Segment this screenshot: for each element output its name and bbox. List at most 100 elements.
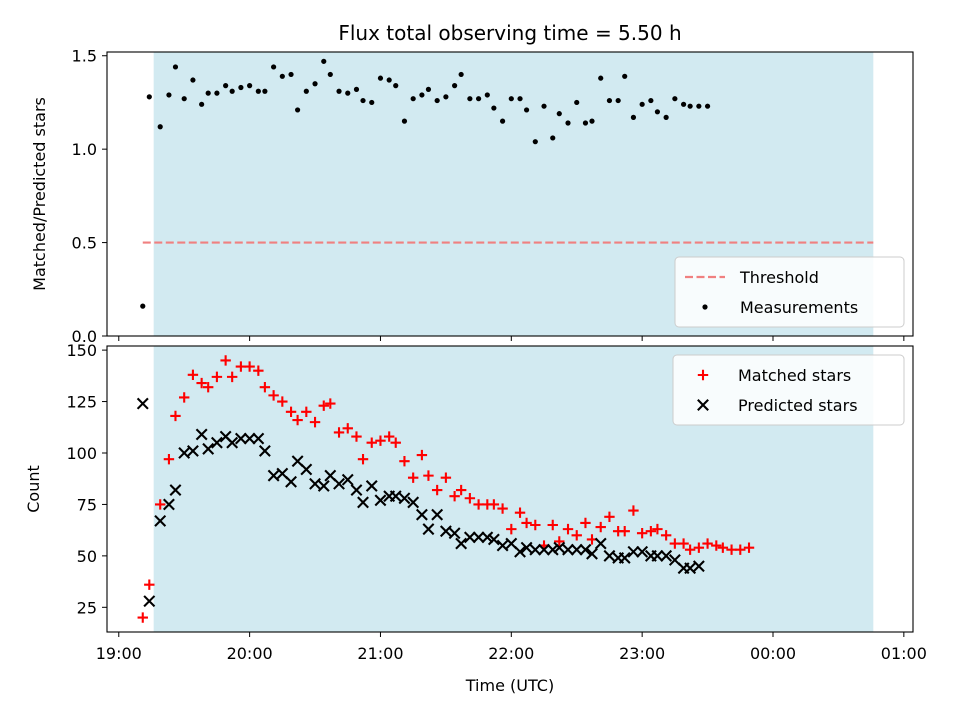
- data-point: [562, 523, 574, 535]
- data-point: [636, 545, 649, 558]
- data-point: [443, 94, 449, 100]
- count-panel: 25 50 75 100 125 150 19:00 20:00 21:00 22:00 23:00…: [24, 341, 927, 663]
- data-point: [684, 544, 696, 555]
- data-point: [514, 545, 526, 558]
- data-point: [210, 436, 223, 449]
- data-point: [506, 523, 517, 535]
- y-axis-title: Matched/Predicted stars: [30, 97, 49, 291]
- data-point: [374, 494, 387, 507]
- data-point: [603, 549, 616, 562]
- data-point: [550, 135, 556, 141]
- data-point: [195, 428, 208, 441]
- data-point: [704, 103, 711, 109]
- data-point: [181, 96, 187, 102]
- x-axis-title: Time (UTC): [465, 676, 554, 695]
- data-point: [416, 449, 428, 461]
- data-point: [423, 470, 434, 481]
- data-point: [419, 92, 425, 98]
- legend-handle: [697, 399, 709, 411]
- data-point: [386, 77, 392, 83]
- data-point: [604, 511, 615, 522]
- data-point: [717, 542, 729, 553]
- data-point: [622, 73, 628, 79]
- data-point: [333, 477, 345, 490]
- data-point: [595, 521, 606, 533]
- data-point: [574, 99, 580, 106]
- data-point: [448, 527, 461, 540]
- data-point: [598, 75, 604, 81]
- chart-title: Flux total observing time = 5.50 h: [338, 21, 681, 45]
- data-point: [292, 414, 303, 426]
- y-tick-label: 0.5: [72, 234, 97, 253]
- data-point: [422, 523, 435, 536]
- data-point: [253, 365, 264, 376]
- data-point: [687, 103, 693, 109]
- data-point: [202, 442, 215, 455]
- data-point: [259, 381, 271, 393]
- data-point: [288, 71, 294, 78]
- data-point: [317, 479, 330, 492]
- data-point: [357, 453, 369, 465]
- data-point: [309, 416, 321, 428]
- data-point: [366, 437, 377, 448]
- data-point: [398, 492, 411, 505]
- data-point: [743, 542, 755, 553]
- data-point: [628, 505, 639, 516]
- data-point: [520, 541, 533, 554]
- ratio-panel: 0.0 0.5 1.0 1.5 Matched/Predicted stars Thres…: [30, 47, 914, 346]
- data-point: [351, 431, 362, 442]
- y-tick-label: 75: [77, 495, 97, 514]
- data-point: [196, 377, 207, 389]
- data-point: [508, 96, 514, 102]
- data-point: [586, 547, 598, 560]
- data-point: [190, 77, 196, 83]
- data-point: [532, 139, 538, 145]
- data-point: [333, 427, 345, 438]
- data-point: [226, 371, 238, 383]
- data-point: [155, 499, 166, 510]
- data-point: [726, 544, 737, 555]
- data-point: [467, 96, 473, 102]
- data-point: [377, 75, 384, 81]
- data-point: [618, 551, 631, 564]
- data-point: [582, 120, 589, 126]
- data-point: [235, 361, 247, 372]
- data-point: [472, 531, 485, 544]
- data-point: [547, 519, 558, 531]
- data-point: [538, 543, 550, 556]
- x-tick-label: 01:00: [881, 644, 927, 663]
- data-point: [488, 499, 500, 510]
- series-matched-stars: [137, 355, 755, 623]
- data-point: [271, 64, 277, 70]
- y-tick-label: 1.0: [72, 140, 97, 159]
- data-point: [434, 97, 440, 104]
- data-point: [169, 484, 182, 496]
- data-point: [692, 560, 705, 573]
- data-point: [357, 496, 369, 509]
- data-point: [529, 543, 542, 556]
- legend-label: Threshold: [739, 268, 819, 287]
- y-tick-label: 50: [77, 547, 97, 566]
- legend-box: [672, 354, 905, 426]
- data-point: [630, 114, 637, 120]
- data-point: [140, 303, 146, 309]
- data-point: [431, 508, 444, 521]
- data-point: [580, 517, 591, 529]
- data-point: [255, 88, 261, 94]
- axes-frame: [106, 345, 914, 633]
- data-point: [484, 92, 490, 98]
- data-point: [202, 381, 214, 393]
- data-point: [243, 432, 256, 445]
- data-point: [615, 97, 621, 104]
- data-point: [342, 423, 353, 434]
- data-point: [735, 544, 746, 555]
- data-point: [238, 84, 244, 91]
- data-point: [554, 536, 565, 547]
- data-point: [425, 86, 432, 92]
- x-tick-label: 23:00: [619, 644, 665, 663]
- data-point: [247, 83, 253, 89]
- data-point: [137, 612, 148, 623]
- data-point: [589, 118, 595, 124]
- data-point: [654, 109, 661, 115]
